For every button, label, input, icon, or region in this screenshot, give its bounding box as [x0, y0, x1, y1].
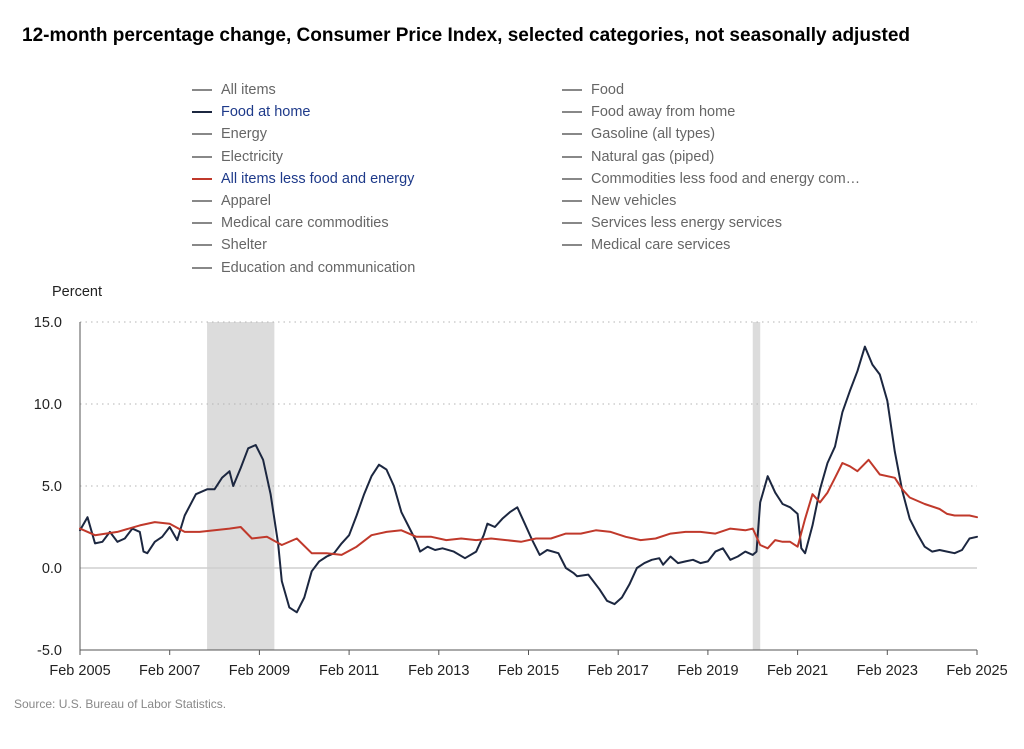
legend-label: Food at home	[221, 104, 311, 121]
recession-band	[752, 322, 761, 650]
x-tick-label: Feb 2021	[767, 663, 828, 679]
legend-swatch	[192, 155, 212, 158]
x-tick-label: Feb 2013	[408, 663, 469, 679]
legend-label: All items less food and energy	[221, 170, 415, 187]
x-tick-label: Feb 2011	[319, 663, 379, 679]
legend-swatch	[562, 244, 582, 247]
y-tick-label: 15.0	[34, 315, 62, 331]
x-tick-label: Feb 2009	[229, 663, 290, 679]
legend-swatch	[192, 89, 212, 92]
legend-label: Shelter	[221, 237, 267, 254]
legend-item[interactable]: Services less energy services	[562, 212, 860, 234]
legend-swatch	[562, 222, 582, 225]
y-tick-label: -5.0	[37, 643, 62, 659]
legend-swatch	[192, 244, 212, 247]
x-tick-label: Feb 2007	[139, 663, 200, 679]
legend-label: All items	[221, 82, 276, 99]
legend-item[interactable]: All items	[192, 79, 415, 101]
y-tick-label: 5.0	[42, 479, 62, 495]
legend-item[interactable]: Apparel	[192, 190, 415, 212]
x-tick-label: Feb 2019	[677, 663, 738, 679]
legend-item[interactable]: All items less food and energy	[192, 168, 415, 190]
legend-swatch	[192, 177, 212, 180]
legend-item[interactable]: Medical care commodities	[192, 212, 415, 234]
legend-item[interactable]: Food away from home	[562, 101, 860, 123]
x-tick-label: Feb 2005	[49, 663, 110, 679]
legend-item[interactable]: Medical care services	[562, 234, 860, 256]
legend-item[interactable]: Commodities less food and energy com…	[562, 168, 860, 190]
legend-label: Apparel	[221, 193, 271, 210]
legend-label: Food away from home	[591, 104, 736, 121]
legend-item[interactable]: Shelter	[192, 234, 415, 256]
legend-swatch	[192, 266, 212, 269]
legend-label: Energy	[221, 126, 267, 143]
legend-label: Services less energy services	[591, 215, 782, 232]
legend-item[interactable]: Education and communication	[192, 257, 415, 279]
legend-swatch	[192, 133, 212, 136]
legend-column-left: All items Food at home Energy Electricity Al…	[192, 79, 415, 279]
legend-label: Food	[591, 82, 625, 99]
legend-swatch	[562, 200, 582, 203]
legend-swatch	[562, 111, 582, 114]
x-tick-label: Feb 2017	[588, 663, 649, 679]
y-tick-label: 10.0	[34, 397, 62, 413]
chart-title: 12-month percentage change, Consumer Pri…	[22, 25, 911, 46]
x-tick-label: Feb 2015	[498, 663, 559, 679]
legend-label: New vehicles	[591, 193, 677, 210]
legend-label: Education and communication	[221, 259, 416, 276]
legend-item[interactable]: Energy	[192, 123, 415, 145]
y-tick-label: 0.0	[42, 561, 62, 577]
legend-item[interactable]: Gasoline (all types)	[562, 123, 860, 145]
legend-swatch	[192, 222, 212, 225]
x-tick-label: Feb 2025	[946, 663, 1007, 679]
legend-item[interactable]: Food	[562, 79, 860, 101]
legend-label: Commodities less food and energy com…	[591, 170, 861, 187]
legend-item[interactable]: Electricity	[192, 146, 415, 168]
legend-column-right: Food Food away from home Gasoline (all typ…	[562, 79, 860, 257]
legend-swatch	[562, 89, 582, 92]
legend-swatch	[192, 111, 212, 114]
legend-label: Medical care commodities	[221, 215, 389, 232]
legend-swatch	[562, 177, 582, 180]
legend-item[interactable]: Natural gas (piped)	[562, 146, 860, 168]
legend-swatch	[562, 133, 582, 136]
y-axis-label: Percent	[52, 284, 102, 300]
legend-swatch	[192, 200, 212, 203]
source-note: Source: U.S. Bureau of Labor Statistics.	[14, 697, 227, 711]
legend-label: Medical care services	[591, 237, 731, 254]
legend-swatch	[562, 155, 582, 158]
legend-label: Electricity	[221, 148, 284, 165]
legend-label: Natural gas (piped)	[591, 148, 715, 165]
legend-label: Gasoline (all types)	[591, 126, 716, 143]
series-line	[79, 458, 978, 556]
x-tick-label: Feb 2023	[857, 663, 918, 679]
legend-item[interactable]: Food at home	[192, 101, 415, 123]
legend-item[interactable]: New vehicles	[562, 190, 860, 212]
